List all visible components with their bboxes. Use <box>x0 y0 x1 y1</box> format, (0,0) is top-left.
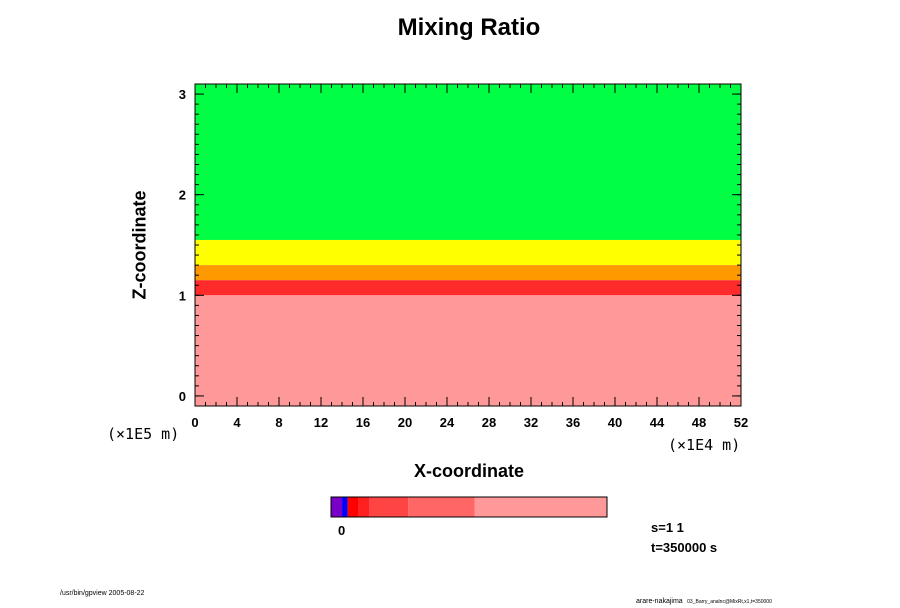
x-tick-label: 12 <box>314 415 328 430</box>
colorbar <box>330 496 608 518</box>
x-tick-label: 0 <box>191 415 198 430</box>
x-unit-label: (×1E4 m) <box>668 436 741 454</box>
colorbar-swatch <box>474 497 607 517</box>
colorbar-swatch <box>342 497 348 517</box>
colorbar-swatch <box>358 497 370 517</box>
tick-layer <box>194 84 742 406</box>
x-tick-label: 40 <box>608 415 622 430</box>
colorbar-swatch <box>408 497 475 517</box>
colorbar-swatch <box>347 497 359 517</box>
x-tick-label: 16 <box>356 415 370 430</box>
field-band-2 <box>195 265 741 281</box>
y-tick-label: 0 <box>179 389 186 404</box>
x-tick-label: 24 <box>440 415 455 430</box>
footer-left: /usr/bin/gpview 2005-08-22 <box>60 590 145 597</box>
field-band-0 <box>195 84 741 240</box>
footer-right: arare-nakajima 03_Barry_analnc@MixRt,x1,… <box>636 590 772 608</box>
footer-right-main: arare-nakajima <box>636 598 683 605</box>
info-s: s=1 1 <box>651 520 684 535</box>
field-band-3 <box>195 280 741 296</box>
x-tick-label: 4 <box>233 415 241 430</box>
y-unit-label: (×1E5 m) <box>107 425 180 443</box>
colorbar-frame <box>330 496 608 518</box>
x-tick-label: 28 <box>482 415 496 430</box>
field-band-1 <box>195 239 741 266</box>
x-tick-label: 8 <box>275 415 282 430</box>
y-tick-label: 3 <box>179 87 186 102</box>
y-tick-label: 2 <box>179 188 186 203</box>
colorbar-label: 0 <box>338 523 346 538</box>
colorbar-swatch <box>331 497 343 517</box>
y-tick-label: 1 <box>179 288 186 303</box>
x-tick-label: 52 <box>734 415 748 430</box>
y-axis-label: Z-coordinate <box>129 190 150 300</box>
x-axis-label: X-coordinate <box>413 461 524 481</box>
x-tick-label: 36 <box>566 415 580 430</box>
colorbar-swatch <box>369 497 409 517</box>
x-tick-label: 32 <box>524 415 538 430</box>
info-t: t=350000 s <box>651 540 718 555</box>
x-tick-label: 48 <box>692 415 706 430</box>
x-tick-label: 44 <box>650 415 665 430</box>
field-layer <box>194 83 742 407</box>
x-tick-label: 20 <box>398 415 412 430</box>
field-band-4 <box>195 295 741 406</box>
chart-title: Mixing Ratio <box>397 14 541 41</box>
